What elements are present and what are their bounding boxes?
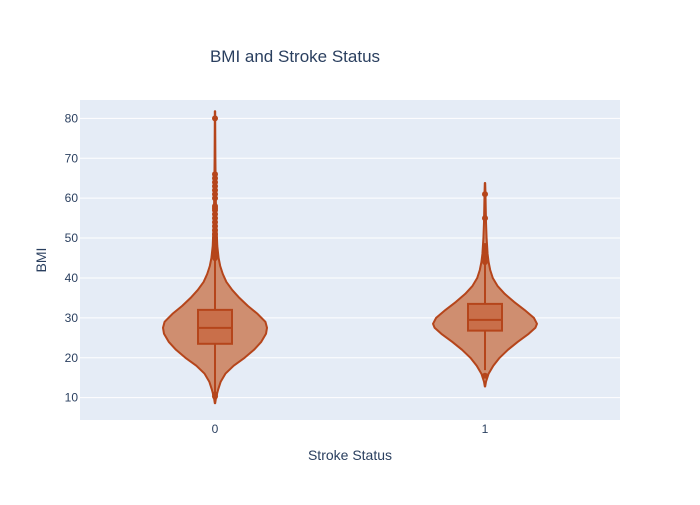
outlier-point: [482, 215, 488, 222]
x-axis-label: Stroke Status: [308, 447, 392, 463]
violins: [162, 110, 538, 405]
box: [467, 302, 503, 332]
y-tick-label: 10: [65, 391, 79, 405]
outlier-point: [482, 372, 488, 379]
x-tick-label: 0: [212, 422, 219, 436]
y-axis-ticks: 10 20 30 40 50 60 70 80: [65, 111, 79, 404]
x-tick-label: 1: [482, 422, 489, 436]
y-tick-label: 20: [65, 351, 79, 365]
y-tick-label: 30: [65, 311, 79, 325]
y-tick-label: 60: [65, 191, 79, 205]
outlier-point: [212, 391, 218, 398]
outlier-point: [212, 203, 218, 210]
outlier-point: [482, 243, 488, 250]
plot-background: [80, 100, 620, 420]
chart-title: BMI and Stroke Status: [210, 47, 380, 66]
outlier-point: [482, 191, 488, 198]
y-tick-label: 50: [65, 231, 79, 245]
y-axis-label: BMI: [33, 248, 49, 273]
outlier-point: [212, 171, 218, 178]
y-tick-label: 40: [65, 271, 79, 285]
y-tick-label: 70: [65, 151, 79, 165]
outlier-point: [212, 115, 218, 122]
y-tick-label: 80: [65, 111, 79, 125]
violin-group: [162, 110, 268, 405]
violin-group: [432, 182, 538, 388]
